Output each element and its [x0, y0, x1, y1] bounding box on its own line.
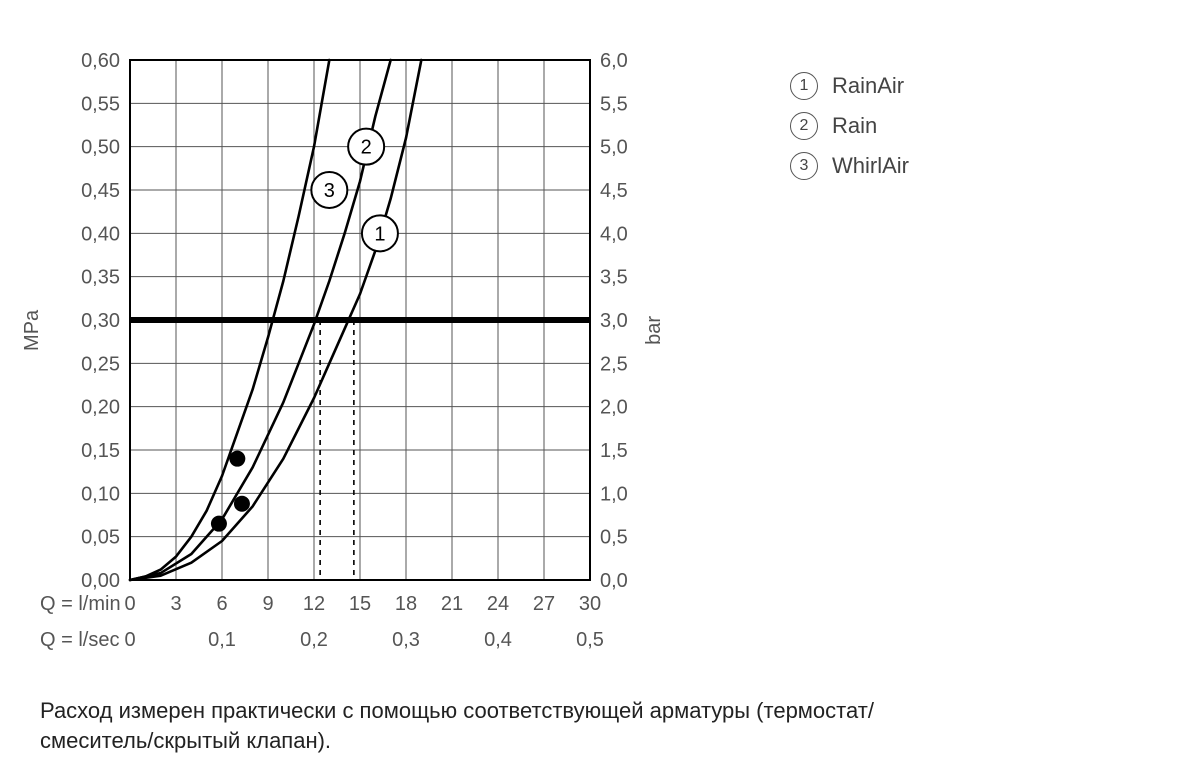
svg-text:0,3: 0,3 — [392, 629, 420, 651]
svg-text:0,0: 0,0 — [600, 570, 628, 592]
svg-text:0,4: 0,4 — [484, 629, 512, 651]
legend-marker-2: 2 — [790, 112, 818, 140]
legend-marker-3: 3 — [790, 152, 818, 180]
svg-text:Q = l/sec: Q = l/sec — [40, 629, 119, 651]
caption: Расход измерен практически с помощью соо… — [40, 696, 874, 755]
svg-text:0,40: 0,40 — [81, 223, 120, 245]
svg-text:18: 18 — [395, 593, 417, 615]
svg-text:0,25: 0,25 — [81, 353, 120, 375]
svg-text:0: 0 — [124, 593, 135, 615]
svg-text:3: 3 — [170, 593, 181, 615]
svg-text:0,45: 0,45 — [81, 180, 120, 202]
svg-text:1,0: 1,0 — [600, 483, 628, 505]
svg-text:3,0: 3,0 — [600, 310, 628, 332]
svg-text:15: 15 — [349, 593, 371, 615]
svg-text:0,50: 0,50 — [81, 137, 120, 159]
legend-item: 1 RainAir — [790, 72, 909, 100]
svg-text:2,0: 2,0 — [600, 397, 628, 419]
caption-line-2: смеситель/скрытый клапан). — [40, 728, 331, 753]
svg-text:12: 12 — [303, 593, 325, 615]
chart-svg: 3210,000,050,100,150,200,250,300,350,400… — [0, 0, 760, 690]
svg-text:0,10: 0,10 — [81, 483, 120, 505]
svg-text:0,55: 0,55 — [81, 93, 120, 115]
svg-text:5,0: 5,0 — [600, 137, 628, 159]
svg-text:0,00: 0,00 — [81, 570, 120, 592]
svg-text:2,5: 2,5 — [600, 353, 628, 375]
svg-text:30: 30 — [579, 593, 601, 615]
svg-text:4,0: 4,0 — [600, 223, 628, 245]
svg-text:0,20: 0,20 — [81, 397, 120, 419]
svg-text:bar: bar — [643, 316, 665, 345]
flow-pressure-chart: 3210,000,050,100,150,200,250,300,350,400… — [0, 0, 760, 690]
svg-text:Q = l/min: Q = l/min — [40, 593, 121, 615]
svg-text:0: 0 — [124, 629, 135, 651]
legend-label: WhirlAir — [832, 153, 909, 179]
legend-label: Rain — [832, 113, 877, 139]
svg-text:3,5: 3,5 — [600, 267, 628, 289]
svg-text:9: 9 — [262, 593, 273, 615]
svg-text:21: 21 — [441, 593, 463, 615]
svg-text:MPa: MPa — [21, 309, 43, 351]
svg-text:0,05: 0,05 — [81, 527, 120, 549]
svg-text:0,2: 0,2 — [300, 629, 328, 651]
svg-text:6,0: 6,0 — [600, 50, 628, 72]
svg-text:0,1: 0,1 — [208, 629, 236, 651]
legend-marker-1: 1 — [790, 72, 818, 100]
legend-label: RainAir — [832, 73, 904, 99]
legend-item: 3 WhirlAir — [790, 152, 909, 180]
legend-item: 2 Rain — [790, 112, 909, 140]
svg-text:5,5: 5,5 — [600, 93, 628, 115]
svg-text:6: 6 — [216, 593, 227, 615]
legend: 1 RainAir 2 Rain 3 WhirlAir — [790, 72, 909, 192]
svg-text:2: 2 — [361, 137, 372, 159]
svg-text:1,5: 1,5 — [600, 440, 628, 462]
svg-text:0,30: 0,30 — [81, 310, 120, 332]
page: { "chart": { "type": "line", "plot": { "… — [0, 0, 1200, 765]
svg-text:1: 1 — [374, 223, 385, 245]
svg-text:0,5: 0,5 — [600, 527, 628, 549]
svg-text:0,15: 0,15 — [81, 440, 120, 462]
svg-text:4,5: 4,5 — [600, 180, 628, 202]
svg-text:0,5: 0,5 — [576, 629, 604, 651]
svg-text:3: 3 — [324, 180, 335, 202]
svg-text:0,60: 0,60 — [81, 50, 120, 72]
svg-text:27: 27 — [533, 593, 555, 615]
svg-text:24: 24 — [487, 593, 509, 615]
caption-line-1: Расход измерен практически с помощью соо… — [40, 698, 874, 723]
svg-text:0,35: 0,35 — [81, 267, 120, 289]
